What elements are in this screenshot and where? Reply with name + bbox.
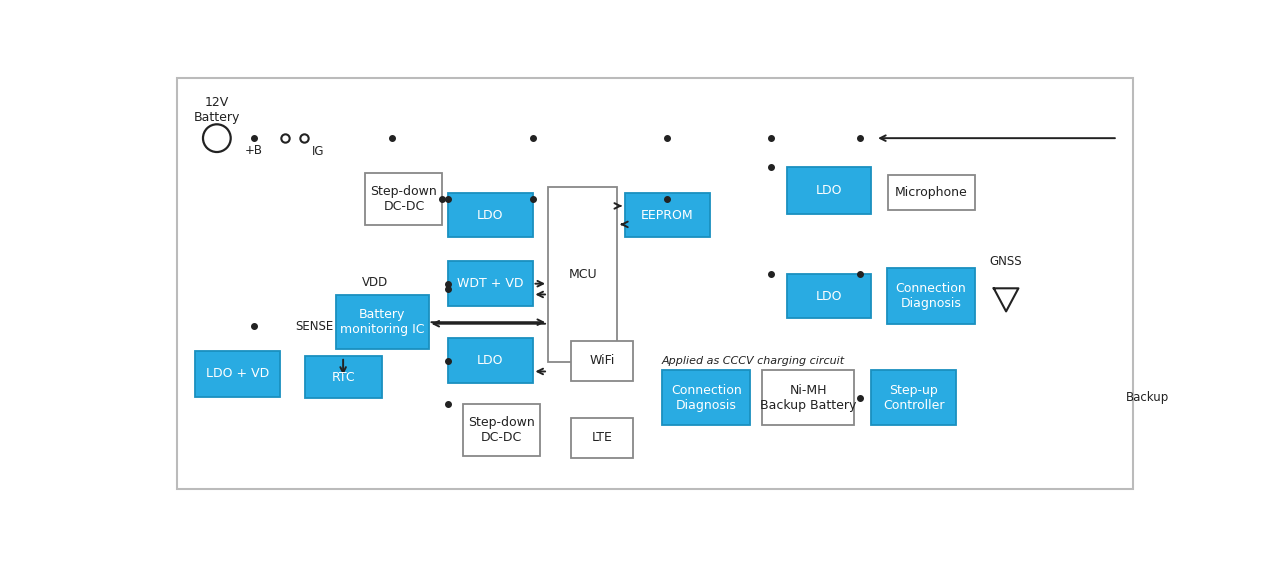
Text: LDO: LDO [815, 184, 842, 197]
Bar [366, 173, 442, 225]
Bar [625, 193, 709, 237]
Text: Step-down
DC-DC: Step-down DC-DC [468, 416, 535, 444]
Text: Step-up
Controller: Step-up Controller [883, 384, 944, 412]
Text: LTE: LTE [592, 431, 612, 444]
Text: VDD: VDD [362, 277, 387, 289]
Text: Step-down
DC-DC: Step-down DC-DC [371, 185, 437, 213]
Bar [463, 404, 541, 456]
Text: SENSE: SENSE [295, 320, 334, 333]
Text: Backup: Backup [1126, 391, 1168, 404]
Text: WDT + VD: WDT + VD [458, 277, 524, 290]
Text: Applied as CCCV charging circuit: Applied as CCCV charging circuit [662, 356, 845, 366]
Text: Ni-MH
Backup Battery: Ni-MH Backup Battery [760, 384, 856, 412]
Text: MCU: MCU [569, 268, 597, 281]
Bar [662, 370, 750, 425]
Bar [762, 370, 855, 425]
Text: Connection
Diagnosis: Connection Diagnosis [671, 384, 741, 412]
Text: Microphone: Microphone [895, 186, 967, 199]
Bar [571, 341, 633, 381]
Bar [571, 418, 633, 458]
Text: RTC: RTC [332, 371, 355, 384]
Bar [447, 338, 533, 383]
Bar [447, 261, 533, 306]
Text: Connection
Diagnosis: Connection Diagnosis [896, 282, 966, 310]
Text: LDO + VD: LDO + VD [206, 367, 270, 380]
Bar [336, 295, 428, 349]
Text: IG: IG [312, 145, 325, 158]
Text: LDO: LDO [477, 354, 504, 367]
Text: +B: +B [245, 144, 263, 157]
Bar [305, 356, 382, 398]
Bar [548, 187, 617, 362]
Bar [888, 175, 975, 210]
Bar [787, 274, 872, 318]
Bar [787, 167, 872, 214]
Bar [447, 193, 533, 237]
Text: LDO: LDO [477, 209, 504, 222]
Bar [872, 370, 956, 425]
Text: 12V
Battery: 12V Battery [194, 96, 240, 123]
Bar [887, 268, 975, 324]
Text: EEPROM: EEPROM [642, 209, 694, 222]
Text: LDO: LDO [815, 289, 842, 302]
Text: WiFi: WiFi [589, 354, 615, 367]
Bar [196, 351, 280, 397]
Text: GNSS: GNSS [989, 255, 1022, 268]
Text: Battery
monitoring IC: Battery monitoring IC [340, 308, 424, 336]
